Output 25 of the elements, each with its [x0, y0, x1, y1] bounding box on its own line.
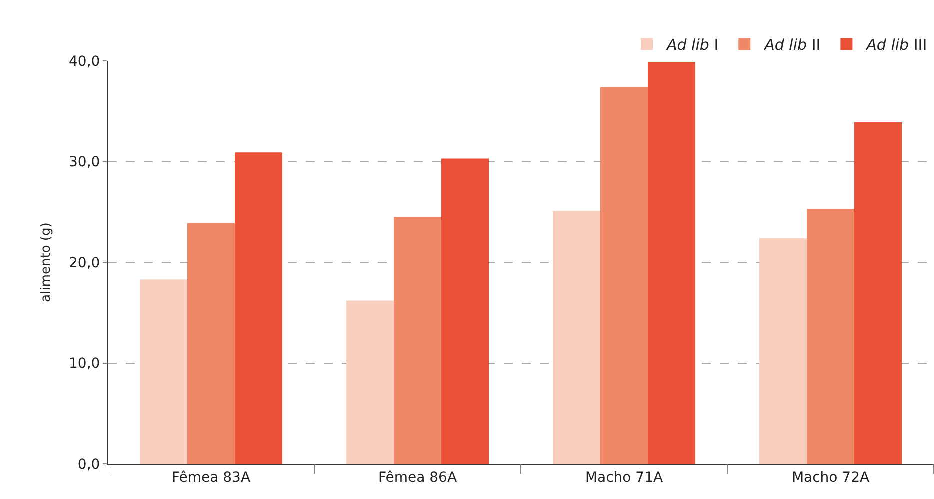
bar [854, 122, 902, 464]
bar [188, 223, 235, 464]
bar [442, 158, 489, 464]
legend-label: Ad lib III [866, 36, 928, 54]
x-tick-label: Macho 72A [792, 470, 870, 486]
bar [140, 280, 188, 464]
legend-label: Ad lib II [764, 36, 821, 54]
y-tick-label: 0,0 [78, 456, 100, 473]
y-tick-label: 40,0 [69, 54, 100, 70]
bar [553, 211, 600, 464]
bar [807, 209, 854, 464]
bar [600, 87, 648, 464]
y-tick-label: 20,0 [69, 255, 100, 272]
legend-label: Ad lib I [666, 36, 719, 54]
y-tick-label: 30,0 [69, 154, 100, 171]
y-axis-title: alimento (g) [38, 222, 54, 302]
bar [648, 62, 696, 464]
bar [760, 238, 807, 464]
x-tick-label: Macho 71A [585, 470, 664, 486]
x-tick-label: Fêmea 83A [172, 470, 251, 486]
y-tick-label: 10,0 [69, 356, 100, 372]
bar [346, 300, 394, 464]
x-tick-label: Fêmea 86A [378, 470, 458, 486]
bar [235, 152, 282, 464]
bar [394, 217, 442, 464]
